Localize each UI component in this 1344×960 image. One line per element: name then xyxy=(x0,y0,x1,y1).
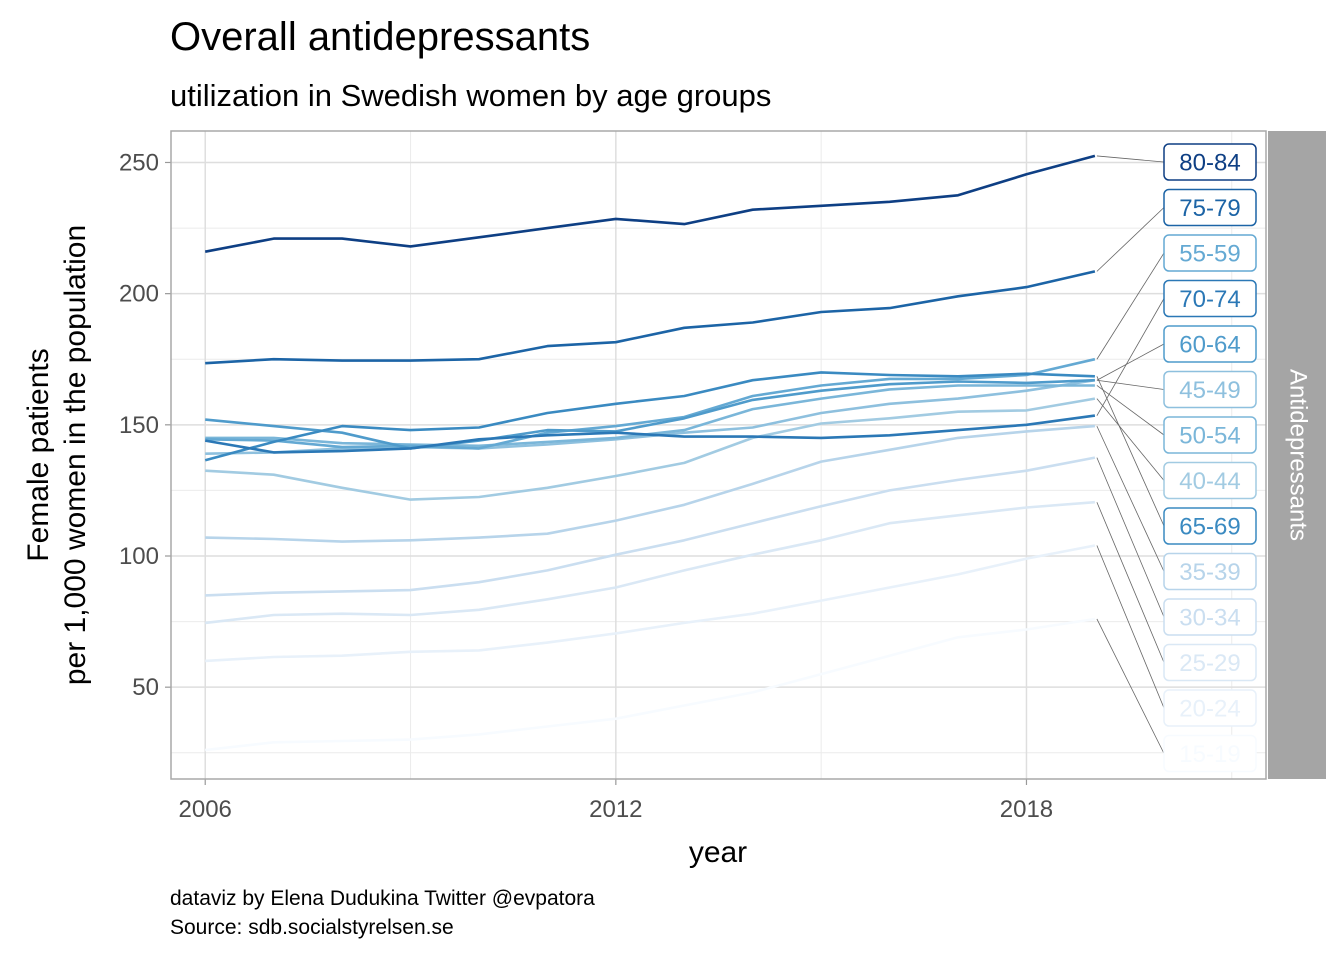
series-line-70-74 xyxy=(204,414,1096,454)
facet-strip: Antidepressants xyxy=(1268,131,1326,779)
series-label-text: 65-69 xyxy=(1179,514,1240,541)
series-label-box xyxy=(1163,689,1257,727)
series-label-40-44: 40-44 xyxy=(1163,461,1257,500)
leader-line-15-19 xyxy=(1096,618,1165,754)
y-tick-label: 150 xyxy=(119,412,159,439)
x-tick-label: 2018 xyxy=(1000,796,1053,823)
series-label-box xyxy=(1163,370,1257,409)
series-line-40-44 xyxy=(205,397,1096,501)
series-label-text: 30-34 xyxy=(1179,605,1240,632)
series-label-text: 15-19 xyxy=(1179,741,1240,768)
leader-line-75-79 xyxy=(1096,207,1165,272)
series-label-60-64: 60-64 xyxy=(1163,325,1257,363)
series-label-box xyxy=(1163,234,1257,272)
leader-line-55-59 xyxy=(1096,252,1165,360)
series-label-box xyxy=(1163,734,1257,773)
leader-line-45-49 xyxy=(1096,379,1165,390)
series-label-box xyxy=(1163,416,1257,454)
series-label-text: 60-64 xyxy=(1179,332,1240,359)
series-label-box xyxy=(1163,143,1257,181)
series-line-60-64 xyxy=(205,378,1095,450)
series-label-box xyxy=(1163,461,1257,500)
series-line-30-34 xyxy=(205,456,1096,597)
series-line-25-29 xyxy=(205,500,1096,625)
facet-label: Antidepressants xyxy=(1285,369,1312,541)
x-tick-label: 2012 xyxy=(589,796,642,823)
series-label-45-49: 45-49 xyxy=(1163,370,1257,409)
leader-line-60-64 xyxy=(1096,343,1165,381)
series-label-30-34: 30-34 xyxy=(1163,598,1257,636)
series-label-80-84: 80-84 xyxy=(1163,143,1257,181)
facet-strip-background xyxy=(1268,131,1326,779)
series-label-text: 70-74 xyxy=(1179,286,1240,313)
chart-subtitle: utilization in Swedish women by age grou… xyxy=(170,78,771,113)
series-label-box xyxy=(1163,279,1257,318)
leader-line-50-54 xyxy=(1096,385,1165,436)
leader-line-65-69 xyxy=(1096,376,1165,527)
x-tick-label: 2006 xyxy=(179,796,232,823)
y-tick-label: 100 xyxy=(119,543,159,570)
series-label-box xyxy=(1163,188,1257,227)
series-label-text: 75-79 xyxy=(1179,195,1240,222)
series-labels: 80-84 75-79 55-59 70-74 60-64 45-49 50-54 40-44… xyxy=(1163,143,1257,773)
series-label-55-59: 55-59 xyxy=(1163,234,1257,272)
caption-credit: dataviz by Elena Dudukina Twitter @evpat… xyxy=(170,887,595,910)
series-line-55-59 xyxy=(205,357,1096,450)
series-line-65-69 xyxy=(204,371,1095,462)
series-label-box xyxy=(1163,598,1257,636)
series-line-15-19 xyxy=(205,617,1096,752)
leader-line-35-39 xyxy=(1096,425,1165,572)
plot-panel: 50 100 150 200 250 2006 2012 2018 80-84 75-79 55-5… xyxy=(119,130,1267,823)
series-label-text: 50-54 xyxy=(1179,423,1240,450)
series-label-15-19: 15-19 xyxy=(1163,734,1257,773)
series-label-box xyxy=(1163,643,1257,682)
series-line-75-79 xyxy=(205,270,1096,365)
series-label-50-54: 50-54 xyxy=(1163,416,1257,454)
leader-line-20-24 xyxy=(1096,545,1165,709)
series-label-text: 45-49 xyxy=(1179,377,1240,404)
leader-line-80-84 xyxy=(1096,155,1165,163)
leader-line-70-74 xyxy=(1096,298,1165,416)
leader-line-25-29 xyxy=(1096,502,1165,663)
caption-source: Source: sdb.socialstyrelsen.se xyxy=(170,916,454,939)
series-label-70-74: 70-74 xyxy=(1163,279,1257,318)
series-line-80-84 xyxy=(204,154,1096,253)
series-label-box xyxy=(1163,552,1257,591)
series-line-20-24 xyxy=(205,544,1096,663)
leader-line-40-44 xyxy=(1096,398,1165,481)
x-axis-title: year xyxy=(689,836,747,869)
leader-line-30-34 xyxy=(1096,457,1165,618)
y-tick-label: 50 xyxy=(132,674,159,701)
y-axis-title-line1: Female patients xyxy=(22,348,55,561)
series-label-25-29: 25-29 xyxy=(1163,643,1257,682)
series-label-box xyxy=(1163,325,1257,363)
label-leaders xyxy=(1096,155,1165,754)
series-label-text: 80-84 xyxy=(1179,150,1240,177)
y-axis-title-line2: per 1,000 women in the population xyxy=(59,225,92,685)
series-label-text: 40-44 xyxy=(1179,468,1240,495)
series-label-75-79: 75-79 xyxy=(1163,188,1257,227)
series-label-35-39: 35-39 xyxy=(1163,552,1257,591)
y-tick-label: 250 xyxy=(119,149,159,176)
panel-border xyxy=(170,130,1267,780)
series-label-text: 25-29 xyxy=(1179,650,1240,677)
series-label-text: 55-59 xyxy=(1179,241,1240,268)
series-label-box xyxy=(1163,507,1257,545)
chart-title: Overall antidepressants xyxy=(170,15,590,59)
y-tick-label: 200 xyxy=(119,281,159,308)
series-label-text: 35-39 xyxy=(1179,559,1240,586)
series-label-text: 20-24 xyxy=(1179,696,1240,723)
series-label-20-24: 20-24 xyxy=(1163,689,1257,727)
series-line-35-39 xyxy=(205,424,1096,543)
series-label-65-69: 65-69 xyxy=(1163,507,1257,545)
